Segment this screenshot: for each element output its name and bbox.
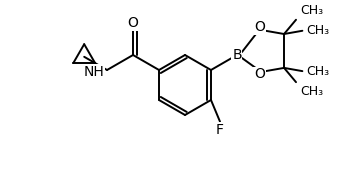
Text: NH: NH bbox=[83, 65, 104, 79]
Text: B: B bbox=[232, 48, 242, 62]
Text: O: O bbox=[254, 20, 265, 34]
Text: CH₃: CH₃ bbox=[307, 24, 330, 37]
Text: CH₃: CH₃ bbox=[307, 65, 330, 78]
Text: CH₃: CH₃ bbox=[300, 85, 323, 98]
Text: CH₃: CH₃ bbox=[300, 4, 323, 17]
Text: O: O bbox=[127, 16, 138, 30]
Text: F: F bbox=[216, 123, 224, 137]
Text: O: O bbox=[254, 68, 265, 82]
